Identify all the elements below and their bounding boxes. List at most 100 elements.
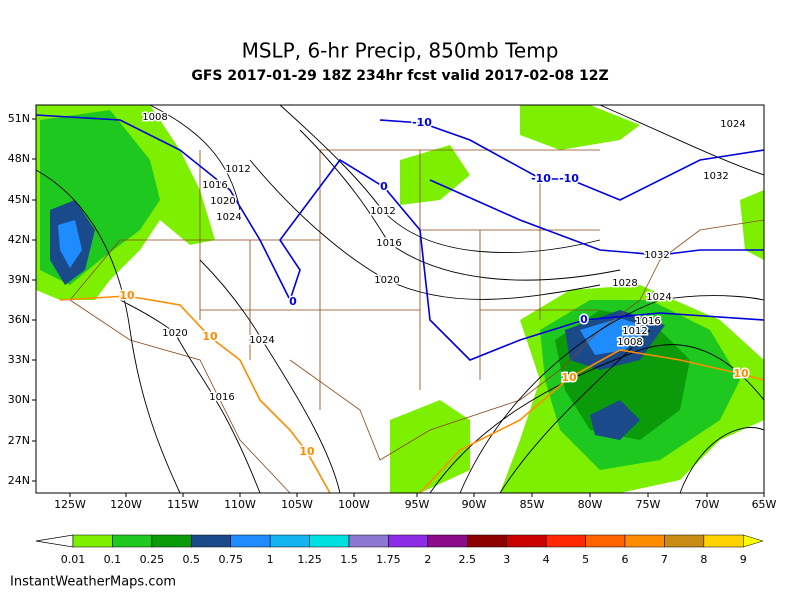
credit: InstantWeatherMaps.com	[10, 575, 176, 590]
lon-label: 70W	[695, 498, 720, 511]
colorbar-swatch	[269, 534, 310, 548]
isobar-label: 1028	[612, 278, 637, 289]
lat-label: 39N	[8, 273, 30, 286]
isobar-label: 1020	[162, 328, 187, 339]
isobar-label: 1016	[635, 316, 660, 327]
lat-label: 51N	[8, 112, 30, 125]
colorbar-swatch	[72, 534, 113, 548]
lon-label: 105W	[281, 498, 313, 511]
lat-label: 36N	[8, 313, 30, 326]
isobar-label: 1024	[216, 212, 241, 223]
colorbar-left-end	[35, 534, 74, 548]
temperature-label: -10	[531, 172, 551, 185]
colorbar-label: 4	[543, 553, 550, 566]
colorbar: 0.01 0.1 0.25 0.5 0.75 1 1.25 1.5 1.75 2 2.5 3 4 5 6 7 8…	[35, 534, 764, 566]
temperature-label: 0	[380, 180, 388, 193]
lon-label: 100W	[338, 498, 370, 511]
isobar-label: 1024	[646, 292, 671, 303]
isobars	[35, 104, 765, 494]
colorbar-label: 0.01	[61, 553, 86, 566]
isobar-label: 1024	[720, 119, 745, 130]
colorbar-label: 1	[267, 553, 274, 566]
colorbar-right-end	[743, 534, 764, 548]
isobar-label: 1012	[370, 206, 395, 217]
isobar-label: 1032	[644, 250, 669, 261]
lat-label: 27N	[8, 434, 30, 447]
lon-label: 65W	[752, 498, 777, 511]
lon-label: 85W	[520, 498, 545, 511]
colorbar-label: 1.75	[376, 553, 401, 566]
isobar-label: 1012	[622, 326, 647, 337]
warm-lines	[59, 295, 765, 494]
freezing-lines	[35, 114, 765, 361]
lon-label: 80W	[578, 498, 603, 511]
temperature-label: 10	[561, 371, 577, 384]
colorbar-swatch	[191, 534, 231, 548]
colorbar-swatch	[624, 534, 665, 548]
isobar-label: 1020	[374, 275, 399, 286]
lon-label: 115W	[167, 498, 199, 511]
colorbar-label: 1.5	[340, 553, 358, 566]
lon-label: 90W	[462, 498, 487, 511]
lat-label: 42N	[8, 233, 30, 246]
lon-label: 75W	[636, 498, 661, 511]
map: 1008101210161020102410121016102010241020…	[35, 104, 765, 494]
colorbar-swatch	[230, 534, 271, 548]
lat-label: 30N	[8, 393, 30, 406]
map-labels: 1008101210161020102410121016102010241020…	[118, 111, 751, 460]
colorbar-swatch	[309, 534, 350, 548]
temperature-label: 0	[289, 295, 297, 308]
map-axes: 51N 48N 45N 42N 39N 36N 33N 30N 27N 24N 125W 120W 11…	[8, 112, 777, 511]
isobar-label: 1016	[209, 392, 234, 403]
temperature-label: 10	[733, 367, 749, 380]
temperature-label: 10	[299, 445, 315, 458]
colorbar-swatch	[348, 534, 389, 548]
colorbar-swatch	[664, 534, 705, 548]
lon-label: 110W	[224, 498, 256, 511]
temperature-label: 0	[580, 313, 588, 326]
temperature-label: -10	[412, 116, 432, 129]
colorbar-label: 0.25	[140, 553, 165, 566]
colorbar-swatch	[506, 534, 547, 548]
colorbar-swatch	[545, 534, 586, 548]
subtitle: GFS 2017-01-29 18Z 234hr fcst valid 2017…	[191, 68, 608, 84]
colorbar-swatch	[388, 534, 429, 548]
map-frame	[35, 104, 765, 494]
isobar-label: 1016	[202, 180, 227, 191]
lat-label: 24N	[8, 474, 30, 487]
temperature-label: 10	[202, 330, 218, 343]
temperature-label: -10	[559, 172, 579, 185]
colorbar-label: 8	[700, 553, 707, 566]
lat-label: 33N	[8, 353, 30, 366]
isobar-label: 1008	[617, 337, 642, 348]
colorbar-label: 1.25	[297, 553, 322, 566]
colorbar-label: 6	[622, 553, 629, 566]
precipitation	[36, 105, 764, 493]
colorbar-label: 0.5	[183, 553, 201, 566]
colorbar-swatch	[585, 534, 626, 548]
isobar-label: 1020	[210, 196, 235, 207]
colorbar-label: 5	[582, 553, 589, 566]
colorbar-label: 2.5	[459, 553, 477, 566]
isobar-label: 1012	[225, 164, 250, 175]
colorbar-swatch	[467, 534, 507, 548]
borders	[69, 149, 765, 494]
lon-label: 120W	[110, 498, 142, 511]
colorbar-label: 0.75	[218, 553, 243, 566]
colorbar-label: 3	[503, 553, 510, 566]
colorbar-swatch	[427, 534, 468, 548]
isobar-label: 1024	[249, 335, 274, 346]
colorbar-label: 2	[424, 553, 431, 566]
colorbar-swatch	[703, 534, 744, 548]
isobar-label: 1032	[703, 171, 728, 182]
colorbar-label: 7	[661, 553, 668, 566]
isobar-label: 1016	[376, 238, 401, 249]
lon-label: 125W	[54, 498, 86, 511]
lat-label: 45N	[8, 193, 30, 206]
lon-label: 95W	[405, 498, 430, 511]
colorbar-label: 0.1	[104, 553, 122, 566]
colorbar-swatch	[151, 534, 192, 548]
temperature-label: 10	[119, 289, 135, 302]
title: MSLP, 6-hr Precip, 850mb Temp	[242, 39, 559, 63]
